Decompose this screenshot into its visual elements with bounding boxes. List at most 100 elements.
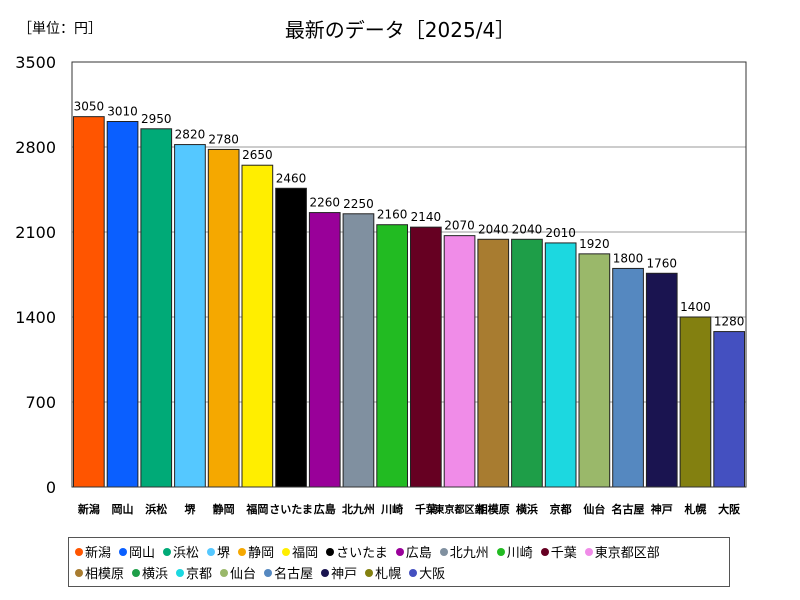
- legend-label: さいたま: [336, 546, 388, 561]
- legend-item: 東京都区部: [584, 541, 660, 562]
- data-label: 1280: [714, 315, 745, 329]
- x-tick-label: 札幌: [683, 502, 706, 516]
- data-label: 2040: [478, 222, 509, 236]
- legend-label: 横浜: [142, 567, 169, 582]
- legend-swatch: [282, 547, 291, 556]
- legend-item: さいたま: [326, 541, 388, 562]
- data-label: 3050: [74, 100, 105, 114]
- data-label: 2950: [141, 112, 172, 126]
- legend-item: 福岡: [282, 541, 318, 562]
- legend-label: 神戸: [331, 567, 358, 582]
- x-tick-label: 北九州: [342, 502, 375, 516]
- x-tick-label: 横浜: [516, 502, 538, 516]
- legend-swatch: [176, 568, 185, 577]
- legend-item: 浜松: [163, 541, 199, 562]
- x-tick-label: 福岡: [245, 502, 268, 516]
- legend-label: 名古屋: [274, 567, 314, 582]
- bar: [376, 224, 408, 488]
- legend-label: 川崎: [506, 546, 533, 561]
- data-label: 2040: [512, 222, 543, 236]
- legend-label: 堺: [217, 546, 231, 561]
- x-tick-label: 堺: [184, 502, 196, 516]
- legend-swatch: [163, 547, 172, 556]
- data-label: 2010: [545, 226, 576, 240]
- bar: [342, 213, 375, 488]
- x-tick-label: 浜松: [145, 502, 167, 516]
- x-tick-label: 京都: [550, 502, 572, 516]
- data-label: 3010: [107, 105, 138, 119]
- bar: [241, 164, 274, 488]
- legend-swatch: [75, 547, 83, 556]
- chart-title: 最新のデータ［2025/4］: [284, 18, 516, 42]
- x-tick-label: 静岡: [213, 502, 235, 516]
- y-tick-label: 1400: [15, 308, 56, 327]
- legend-item: 大阪: [409, 562, 445, 583]
- x-tick-label: 名古屋: [612, 502, 645, 516]
- data-label: 1760: [646, 256, 677, 270]
- legend-swatch: [439, 547, 448, 556]
- legend-label: 京都: [186, 567, 213, 582]
- legend-swatch: [496, 547, 505, 556]
- x-tick-label: 広島: [314, 502, 336, 516]
- plot-frame: [71, 61, 747, 488]
- bar: [73, 116, 105, 488]
- bar: [477, 238, 510, 488]
- legend-label: 東京都区部: [594, 546, 660, 561]
- legend-label: 静岡: [248, 546, 275, 561]
- data-label: 2780: [208, 132, 239, 146]
- data-label: 2260: [309, 196, 340, 210]
- plot-area: [72, 62, 746, 487]
- bar-chart: 0 700 1400 2100 2800 3500 3050 新潟 3010 岡山 2950 浜松 28…: [15, 53, 747, 516]
- chart-legend: 新潟 岡山 浜松 堺 静岡 福岡 さいたま 広島 北九州 川崎 千葉 東京都区部 相模原 横浜 京都 仙台 名古…: [68, 537, 730, 587]
- x-tick-label: 仙台: [583, 502, 605, 516]
- y-tick-label: 2100: [15, 223, 56, 242]
- legend-label: 北九州: [449, 546, 489, 561]
- legend-swatch: [207, 547, 216, 556]
- legend-item: 静岡: [238, 541, 274, 562]
- x-tick-label: 相模原: [477, 502, 510, 516]
- legend-item: 横浜: [132, 562, 168, 583]
- legend-swatch: [321, 568, 330, 577]
- legend-item: 堺: [207, 541, 230, 562]
- bar: [612, 267, 644, 488]
- bar: [207, 148, 240, 488]
- y-tick-label: 0: [46, 478, 56, 497]
- data-label: 2070: [444, 219, 475, 233]
- legend-swatch: [584, 547, 593, 556]
- legend-swatch: [264, 568, 273, 577]
- bar: [275, 187, 307, 488]
- legend-item: 札幌: [365, 562, 401, 583]
- legend-swatch: [132, 568, 141, 577]
- legend-item: 岡山: [119, 541, 155, 562]
- data-label: 1800: [613, 251, 644, 265]
- legend-label: 浜松: [173, 546, 200, 561]
- legend-item: 仙台: [220, 562, 256, 583]
- bar: [410, 226, 442, 488]
- bar: [544, 242, 577, 488]
- legend-item: 新潟: [75, 541, 111, 562]
- data-label: 2820: [175, 128, 206, 142]
- legend-item: 北九州: [439, 541, 489, 562]
- legend-label: 仙台: [230, 567, 257, 582]
- bar: [578, 253, 611, 488]
- legend-item: 神戸: [321, 562, 357, 583]
- data-label: 2140: [411, 210, 442, 224]
- data-label: 1920: [579, 237, 610, 251]
- x-tick-label: さいたま: [269, 503, 313, 516]
- legend-label: 大阪: [419, 567, 446, 582]
- bar: [106, 121, 139, 488]
- legend-swatch: [365, 568, 374, 577]
- legend-swatch: [409, 568, 418, 577]
- bar: [511, 238, 543, 488]
- bar: [645, 272, 678, 488]
- bar: [443, 235, 476, 488]
- y-tick-label: 700: [25, 393, 56, 412]
- legend-item: 相模原: [75, 562, 124, 583]
- legend-label: 相模原: [85, 567, 125, 582]
- legend-item: 京都: [176, 562, 212, 583]
- x-tick-label: 川崎: [380, 502, 403, 516]
- bar: [308, 212, 341, 488]
- x-tick-label: 神戸: [651, 502, 673, 516]
- legend-swatch: [326, 547, 335, 556]
- legend-label: 新潟: [85, 546, 112, 561]
